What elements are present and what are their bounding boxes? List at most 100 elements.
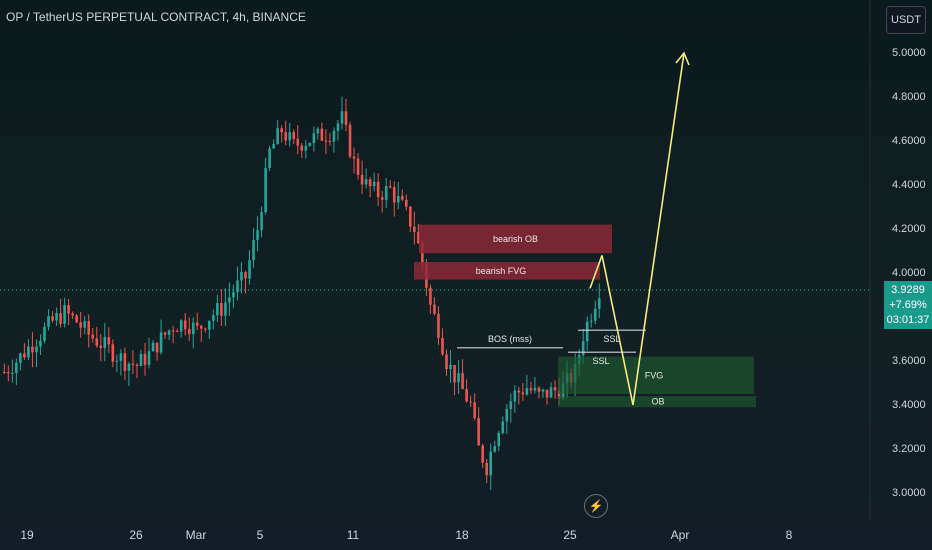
candle-body [87, 321, 91, 335]
candle-body [27, 346, 30, 358]
candle-body [585, 321, 589, 342]
candle-body [183, 320, 187, 330]
candle-body [597, 298, 601, 309]
price-tick: 3.0000 [892, 487, 926, 499]
zones-layer: bearish OB bearish FVG FVG OB [414, 224, 756, 408]
time-axis[interactable]: 19 26 Mar 5 11 18 25 Apr 8 [0, 520, 870, 550]
zone-box [414, 262, 600, 280]
candle-body [429, 287, 432, 305]
zone-box [558, 396, 756, 408]
candle-body [336, 123, 340, 131]
price-tick: 4.4000 [892, 179, 926, 191]
zone-label: OB [651, 397, 664, 407]
candle-body [127, 363, 131, 371]
candle-body [304, 145, 308, 151]
candle-body [372, 181, 376, 187]
candle-body [316, 128, 320, 134]
time-tick: Apr [670, 528, 690, 542]
candle-body [131, 363, 135, 365]
candle-body [360, 174, 364, 185]
time-tick: 25 [563, 528, 577, 542]
candle-body [135, 364, 139, 367]
candle-body [15, 362, 18, 374]
candle-body [119, 353, 123, 361]
candle-body [23, 353, 26, 358]
candle-body [212, 315, 215, 321]
candle-body [537, 387, 541, 392]
price-tick: 3.2000 [892, 443, 926, 455]
candle-body [159, 332, 163, 353]
candle-body [260, 212, 263, 231]
candle-body [344, 111, 348, 125]
price-axis[interactable]: 5.0000 4.8000 4.6000 4.4000 4.2000 4.0000 3.60… [870, 0, 932, 520]
candle-body [115, 360, 119, 362]
candle-body [191, 322, 195, 335]
candle-body [320, 128, 324, 141]
candle-body [83, 321, 86, 328]
candle-body [312, 133, 316, 143]
candle-body [400, 196, 404, 200]
candle-body [59, 313, 62, 324]
candle-body [485, 462, 488, 476]
candle-body [147, 351, 151, 365]
candle-body [497, 432, 501, 447]
price-tick: 5.0000 [892, 47, 926, 59]
candle-body [67, 304, 70, 314]
candle-body [199, 325, 203, 329]
candle-body [388, 186, 392, 188]
candle-body [461, 373, 464, 389]
candle-body [19, 353, 22, 363]
time-tick: Mar [185, 528, 207, 542]
zone-box [558, 356, 754, 394]
candle-body [143, 353, 147, 365]
candle-series [3, 96, 601, 490]
candle-body [376, 181, 380, 198]
candle-body [288, 132, 292, 141]
price-tick: 4.2000 [892, 223, 926, 235]
candle-body [35, 346, 38, 353]
candle-body [292, 132, 296, 139]
candle-body [380, 197, 384, 200]
projection-segment [589, 255, 603, 289]
lightning-icon[interactable]: ⚡ [584, 494, 608, 518]
candle-body [224, 302, 227, 316]
current-price-label: 3.9289 +7.69% 03:01:37 [884, 281, 932, 329]
candle-body [473, 402, 476, 419]
time-tick: 11 [346, 528, 360, 542]
candle-body [433, 304, 436, 314]
zone-label: bearish OB [493, 234, 538, 244]
candle-body [589, 320, 593, 322]
candle-body [171, 330, 175, 332]
candle-body [99, 345, 103, 348]
candle-body [489, 451, 493, 476]
candle-body [31, 346, 34, 353]
candle-body [509, 401, 513, 409]
candle-body [469, 401, 472, 403]
candle-body [228, 297, 231, 303]
candle-body [521, 392, 525, 395]
candle-body [441, 337, 444, 355]
candle-body [103, 337, 107, 348]
candle-body [413, 226, 416, 233]
candle-body [493, 446, 497, 452]
candle-body [244, 272, 247, 279]
candle-body [175, 331, 179, 333]
candle-body [449, 364, 452, 370]
candle-body [553, 387, 557, 391]
candle-body [545, 389, 549, 398]
candle-body [396, 196, 400, 203]
candle-body [457, 373, 460, 383]
candle-body [384, 186, 388, 200]
candle-body [163, 332, 167, 335]
bar-countdown: 03:01:37 [886, 314, 930, 326]
candle-body [409, 206, 412, 227]
price-change: +7.69% [889, 299, 927, 311]
candle-body [280, 128, 283, 133]
candle-body [248, 260, 251, 279]
zone-label: FVG [645, 370, 664, 380]
currency-button[interactable]: USDT [886, 6, 926, 34]
candle-body [71, 313, 74, 316]
candle-body [513, 390, 517, 402]
candle-body [324, 140, 328, 142]
